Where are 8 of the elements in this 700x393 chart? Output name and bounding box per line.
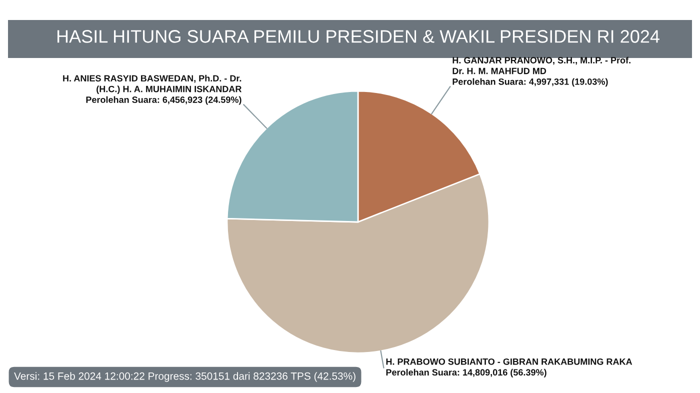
slice-label: H. GANJAR PRANOWO, S.H., M.I.P. - Prof. Dr. H. M. MAHFUD MD: [452, 56, 630, 74]
slice-label: H. PRABOWO SUBIANTO - GIBRAN RAKABUMING RAKA: [386, 358, 632, 365]
data-label: Perolehan Suara: 6,456,923 (24.59%): [86, 96, 242, 105]
text: Versi: 15 Feb 2024 12:00:22 Progress: 350151 dari 823236 TPS (42.53%): [14, 372, 356, 382]
slice-label: H. ANIES RASYID BASWEDAN, Ph.D. - Dr. (H.C.) H. A. MUHAIMIN ISKANDAR: [63, 74, 242, 94]
data-label: Perolehan Suara: 4,997,331 (19.03%): [452, 78, 608, 87]
chart-title: HASIL HITUNG SUARA PEMILU PRESIDEN & WAKIL PRESIDEN RI 2024: [57, 30, 660, 43]
data-label: Perolehan Suara: 14,809,016 (56.39%): [386, 368, 546, 378]
